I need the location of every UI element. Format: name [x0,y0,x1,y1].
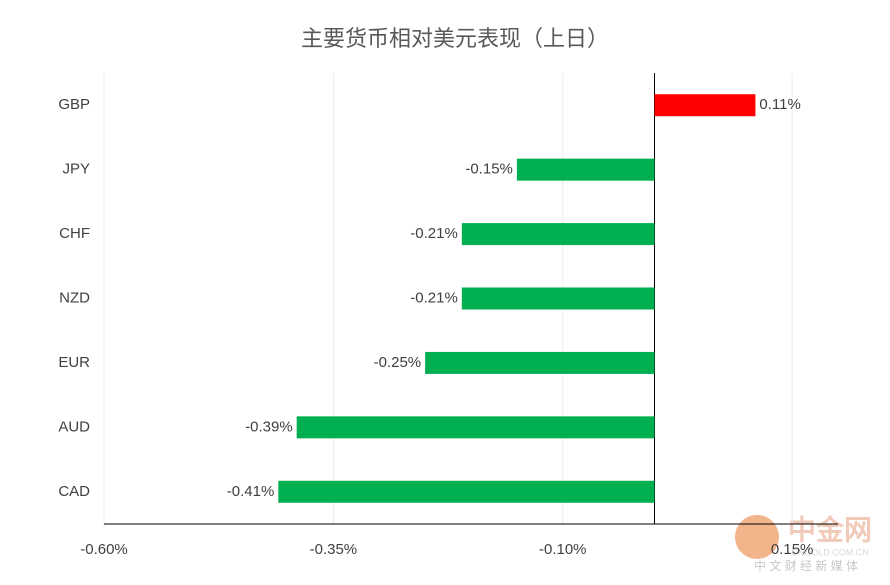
bar [461,223,655,246]
watermark-logo [735,515,779,559]
y-tick-label: JPY [62,161,90,178]
x-tick-label: 0.15% [771,541,814,558]
bar [516,158,655,181]
value-label: -0.39% [245,418,293,435]
bar [654,94,756,117]
value-label: 0.11% [759,96,800,113]
y-tick-label: NZD [59,289,90,306]
y-tick-label: EUR [58,354,90,371]
bar [425,351,655,374]
y-tick-label: CHF [59,225,90,242]
x-tick-label: -0.60% [80,541,128,558]
x-tick-label: -0.10% [539,541,587,558]
watermark-site: CNGOLD.COM.CN [791,547,869,557]
y-tick-label: AUD [58,418,90,435]
value-label: -0.21% [410,289,458,306]
bar [278,480,655,503]
x-tick-label: -0.35% [310,541,358,558]
watermark: 中金网 CNGOLD.COM.CN 中 文 财 经 新 媒 体 [735,513,872,573]
value-label: -0.25% [374,354,422,371]
value-label: -0.21% [410,225,458,242]
watermark-slogan: 中 文 财 经 新 媒 体 [754,558,858,573]
watermark-name: 中金网 [788,513,872,545]
y-tick-label: GBP [58,96,90,113]
bar [296,416,655,439]
chart-title: 主要货币相对美元表现（上日） [301,26,609,51]
y-tick-label: CAD [58,483,90,500]
value-label: -0.41% [227,483,275,500]
bar [461,287,655,310]
value-label: -0.15% [465,161,513,178]
